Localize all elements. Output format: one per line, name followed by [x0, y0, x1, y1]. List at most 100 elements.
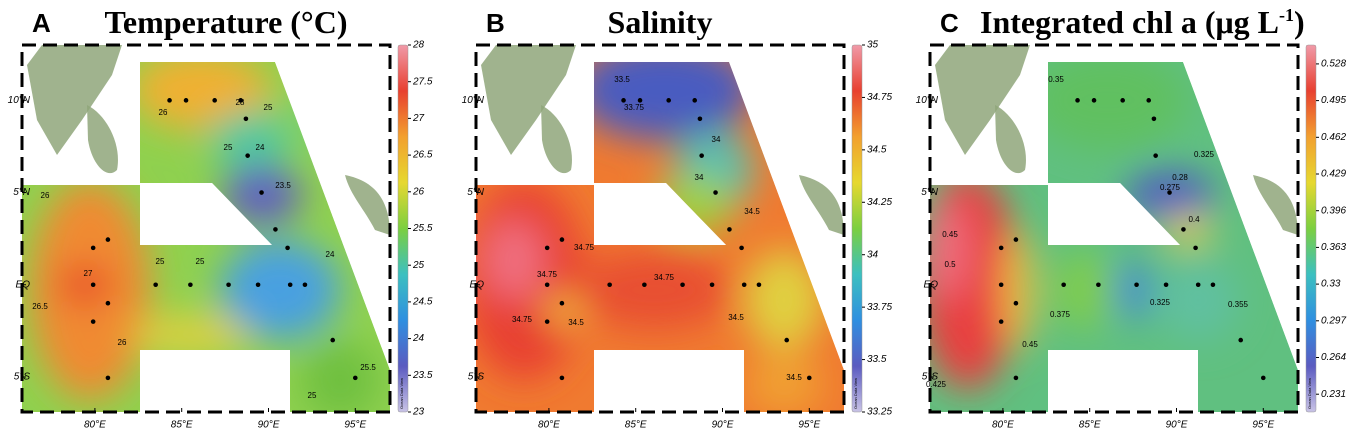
- station: [692, 98, 698, 103]
- land: [541, 105, 572, 174]
- station: [1260, 375, 1266, 381]
- map-frame: [474, 43, 846, 414]
- colorbar-tick-label: 23.5: [412, 370, 433, 381]
- field-blob: [1125, 170, 1215, 220]
- contour-label: 26: [118, 338, 127, 347]
- colorbar-tick-label: 0.429: [1321, 169, 1346, 180]
- station: [183, 98, 189, 103]
- colorbar-tick-label: 34.75: [867, 92, 892, 103]
- field-blob: [220, 240, 340, 340]
- colorbar-tick-label: 25.5: [412, 223, 433, 234]
- station: [352, 375, 358, 381]
- y-tick-label: EQ: [16, 279, 31, 290]
- land: [87, 105, 118, 174]
- land: [995, 105, 1026, 174]
- station: [544, 282, 550, 288]
- contour-label: 26: [159, 108, 168, 117]
- colorbar-tick-label: 0.297: [1321, 315, 1346, 326]
- contour-label: 34.75: [574, 243, 595, 252]
- station: [1167, 190, 1172, 195]
- credit: Ocean Data View: [853, 378, 858, 409]
- colorbar-tick-label: 0.363: [1321, 242, 1346, 253]
- station: [238, 98, 244, 103]
- station: [784, 337, 790, 343]
- field-blob: [1163, 215, 1213, 245]
- station: [559, 300, 565, 306]
- title-superscript: -1: [1279, 5, 1294, 25]
- field-blob: [290, 70, 350, 150]
- contour-label: 26: [41, 191, 50, 200]
- colorbar-tick-label: 0.33: [1321, 279, 1341, 290]
- contour-label: 34.5: [568, 318, 584, 327]
- station: [699, 153, 704, 158]
- map-frame: [928, 43, 1300, 414]
- station: [255, 282, 261, 288]
- field-blob: [210, 110, 290, 170]
- contour-label: 0.325: [1194, 150, 1215, 159]
- y-tick-label: EQ: [470, 279, 485, 290]
- colorbar-tick-label: 0.396: [1321, 205, 1346, 216]
- station: [637, 98, 643, 103]
- x-tick-label: 90°E: [712, 420, 734, 431]
- land: [481, 45, 576, 155]
- station: [666, 98, 671, 103]
- contour-label: 25: [264, 103, 273, 112]
- field: [22, 62, 390, 412]
- station: [1153, 153, 1158, 158]
- colorbar-tick-label: 33.5: [867, 354, 887, 365]
- station: [642, 282, 647, 288]
- station: [544, 319, 550, 324]
- contour-label: 33.75: [624, 103, 645, 112]
- station: [1013, 237, 1019, 242]
- y-tick-label: 10°N: [8, 95, 31, 106]
- x-tick-label: 90°E: [258, 420, 280, 431]
- title-text: Temperature (°C): [105, 4, 348, 40]
- land: [27, 45, 122, 155]
- station: [243, 116, 249, 122]
- colorbar-tick-label: 0.462: [1321, 132, 1346, 143]
- map-frame: [20, 43, 392, 414]
- station: [226, 282, 231, 288]
- station: [153, 282, 158, 288]
- contour-label: 34.5: [786, 373, 802, 382]
- x-tick-label: 80°E: [992, 420, 1014, 431]
- station: [245, 153, 250, 158]
- station: [741, 282, 747, 288]
- panel-label: A: [32, 8, 51, 38]
- station: [1075, 98, 1080, 103]
- station: [287, 282, 293, 288]
- x-tick-label: 95°E: [1252, 420, 1274, 431]
- title-text: Integrated chl a (μg L: [980, 4, 1279, 40]
- colorbar-tick-label: 33.25: [867, 407, 892, 418]
- field-blobs: [30, 62, 380, 412]
- field-blob: [1053, 250, 1113, 330]
- credit: Ocean Data View: [1307, 378, 1312, 409]
- colorbar-tick-label: 25: [412, 260, 425, 271]
- field-blob: [1158, 260, 1238, 340]
- field-blobs: [476, 62, 824, 412]
- field-blob: [222, 165, 302, 225]
- field-blob: [130, 315, 250, 355]
- contour-label: 0.275: [1160, 183, 1181, 192]
- colorbar-tick-label: 0.231: [1321, 389, 1346, 400]
- station: [259, 190, 264, 195]
- contour-label: 0.28: [1172, 173, 1188, 182]
- contour-label: 0.35: [1048, 75, 1064, 84]
- y-tick-label: 5°S: [14, 372, 31, 383]
- contour-label: 0.375: [1050, 310, 1071, 319]
- x-tick-label: 85°E: [171, 420, 193, 431]
- station: [756, 282, 762, 288]
- colorbar-tick-label: 24.5: [412, 297, 433, 308]
- station: [90, 282, 96, 288]
- station: [1151, 116, 1157, 122]
- field-blob: [1028, 62, 1188, 150]
- station: [998, 319, 1004, 324]
- map-panel: 33.5 33.75 34 34 34.5 34.75 34.75 34.5 34.75 34.7…: [462, 4, 893, 431]
- colorbar: [397, 44, 409, 413]
- colorbar-tick-label: 28: [412, 40, 425, 51]
- station: [105, 300, 111, 306]
- colorbar: [1305, 44, 1317, 413]
- field-blob: [130, 62, 270, 130]
- station: [167, 98, 172, 103]
